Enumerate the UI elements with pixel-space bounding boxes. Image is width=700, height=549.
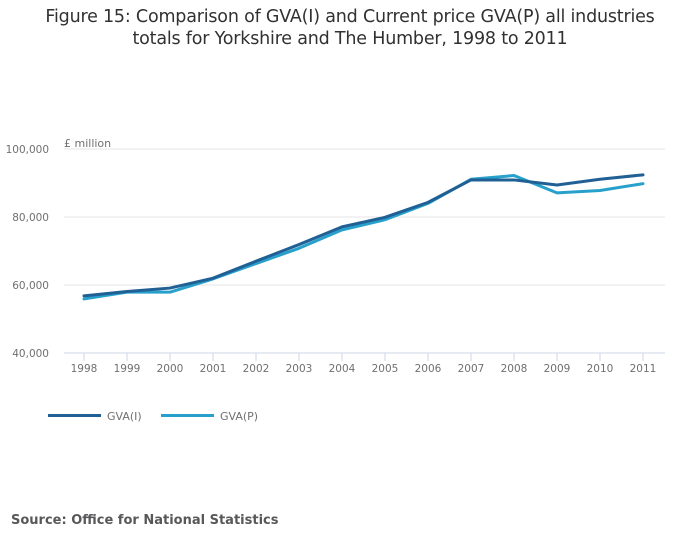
y-tick-label: 80,000 (12, 212, 49, 224)
x-tick-label: 2000 (157, 363, 184, 375)
x-tick-label: 2010 (587, 363, 614, 375)
x-tick-label: 2005 (372, 363, 399, 375)
x-tick-label: 2007 (458, 363, 485, 375)
legend-item[interactable]: GVA(I) (48, 410, 142, 423)
x-tick-label: 2001 (200, 363, 227, 375)
x-tick-label: 2002 (243, 363, 270, 375)
legend-item[interactable]: GVA(P) (161, 410, 258, 423)
chart-title: Figure 15: Comparison of GVA(I) and Curr… (0, 6, 700, 50)
source-note: Source: Office for National Statistics (11, 513, 279, 528)
x-tick-label: 2006 (415, 363, 442, 375)
legend-label: GVA(P) (220, 410, 258, 423)
x-tick-label: 1999 (114, 363, 141, 375)
legend: GVA(I) GVA(P) (48, 410, 258, 423)
y-axis: 40,000 60,000 80,000 100,000 (6, 144, 49, 360)
y-tick-label: 60,000 (12, 280, 49, 292)
x-tick-label: 1998 (71, 363, 98, 375)
series-line-gva-p (82, 174, 645, 301)
y-tick-label: 40,000 (12, 348, 49, 360)
x-tick-label: 2009 (544, 363, 571, 375)
x-tick-label: 2011 (630, 363, 657, 375)
legend-label: GVA(I) (107, 410, 142, 423)
series-line-gva-i (82, 173, 645, 298)
chart-title-line-2: totals for Yorkshire and The Humber, 199… (132, 29, 568, 49)
y-axis-unit-label: £ million (64, 137, 111, 150)
x-tick-label: 2004 (329, 363, 356, 375)
x-tick-label: 2008 (501, 363, 528, 375)
x-tick-label: 2003 (286, 363, 313, 375)
chart-title-line-1: Figure 15: Comparison of GVA(I) and Curr… (45, 7, 655, 27)
series-lines (82, 173, 645, 301)
x-axis: 1998 1999 2000 2001 2002 2003 2004 2005 2006 2007… (64, 352, 665, 375)
gridlines (64, 148, 665, 286)
y-tick-label: 100,000 (6, 144, 49, 156)
